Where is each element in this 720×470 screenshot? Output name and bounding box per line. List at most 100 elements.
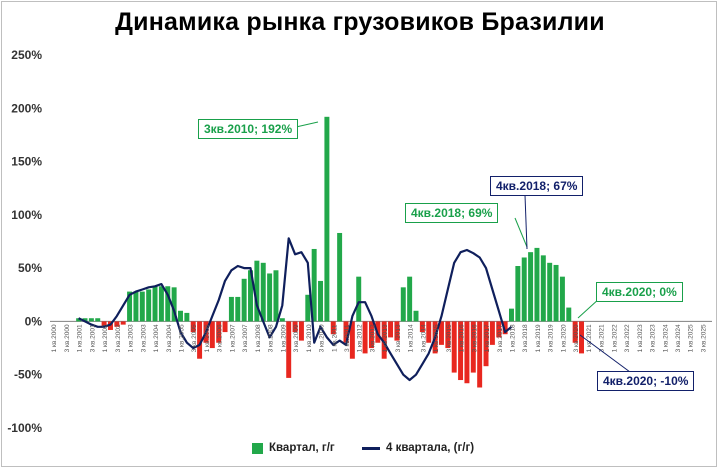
bar-quarter-yoy [534,247,540,322]
bar-quarter-yoy [553,264,559,322]
bar-quarter-yoy [477,321,483,388]
x-tick-label: 3 кв.2000 [64,324,71,352]
bar-quarter-yoy [559,276,565,322]
bar-quarter-yoy [521,257,527,322]
bar-quarter-yoy [95,318,101,322]
x-tick-label: 1 кв.2018 [509,324,516,352]
chart-title: Динамика рынка грузовиков Бразилии [115,8,605,36]
x-tick-label: 3 кв.2015 [446,324,453,352]
bar-quarter-yoy [540,255,546,322]
x-tick-label: 1 кв.2010 [306,324,313,352]
bar-quarter-yoy [184,312,190,322]
x-tick-label: 3 кв.2008 [268,324,275,352]
bar-quarter-yoy [458,321,464,381]
bar-quarter-yoy [515,266,521,322]
bar-quarter-yoy [171,287,177,322]
y-tick-label: -50% [14,368,42,382]
bar-quarter-yoy [248,270,253,322]
legend-item-line: 4 квартала, (г/г) [362,442,474,454]
x-tick-label: 1 кв.2007 [229,324,236,352]
x-tick-label: 1 кв.2004 [153,324,160,352]
bar-quarter-yoy [197,321,203,359]
bar-quarter-yoy [114,321,120,327]
x-tick-label: 3 кв.2002 [115,324,122,352]
bar-quarter-yoy [438,321,444,345]
y-tick-label: 100% [11,208,42,222]
x-tick-label: 3 кв.2001 [89,324,96,352]
bar-quarter-yoy [337,232,343,322]
x-tick-label: 1 кв.2008 [255,324,262,352]
x-tick-label: 3 кв.2013 [395,324,402,352]
bar-quarter-yoy [292,321,298,333]
bar-quarter-yoy [273,270,279,322]
bar-quarter-yoy [190,321,196,333]
bar-quarter-yoy [419,321,425,333]
legend-item-bars: Квартал, г/г [252,442,335,454]
bar-quarter-yoy [152,286,158,322]
bar-quarter-yoy [470,321,476,373]
x-tick-label: 3 кв.2022 [624,324,631,352]
x-tick-label: 1 кв.2005 [178,324,185,352]
bar-quarter-yoy [381,321,387,359]
x-tick-label: 3 кв.2005 [191,324,198,352]
x-tick-label: 3 кв.2009 [293,324,300,352]
leader-peak-2010 [295,121,319,128]
bar-quarter-yoy [349,321,355,359]
x-tick-label: 3 кв.2025 [700,324,707,352]
x-tick-label: 3 кв.2016 [471,324,478,352]
bar-quarter-yoy [101,321,107,327]
bar-quarter-yoy [76,318,82,322]
y-tick-label: 150% [11,155,42,169]
x-tick-label: 1 кв.2021 [586,324,593,352]
bar-quarter-yoy [254,260,260,322]
bar-quarter-yoy [235,296,241,322]
x-tick-label: 3 кв.2004 [166,324,173,352]
bar-quarter-yoy [216,321,222,343]
bar-quarter-yoy [241,278,247,322]
bar-quarter-yoy [311,248,317,322]
bar-quarter-yoy [528,252,534,322]
chart-legend: Квартал, г/г 4 квартала, (г/г) [0,442,720,462]
x-tick-label: 1 кв.2015 [433,324,440,352]
bar-quarter-yoy [165,286,171,322]
bar-quarter-yoy [572,321,578,343]
x-tick-label: 1 кв.2014 [408,324,415,352]
x-tick-label: 1 кв.2020 [560,324,567,352]
x-tick-label: 1 кв.2019 [535,324,542,352]
bar-quarter-yoy [407,276,413,322]
line-4-quarters-yoy [78,237,513,382]
bar-quarter-yoy [483,321,489,367]
callout-bar-q4-2018: 4кв.2018; 69% [405,203,499,223]
bar-quarter-yoy [178,310,183,322]
x-tick-label: 3 кв.2010 [319,324,326,352]
x-tick-label: 1 кв.2000 [51,324,58,352]
y-tick-label: -100% [7,421,42,435]
bar-quarter-yoy [133,291,139,322]
bar-quarter-yoy [388,321,394,338]
bar-quarter-yoy [547,262,553,322]
y-tick-label: 250% [11,48,42,62]
x-tick-label: 3 кв.2017 [497,324,504,352]
bar-quarter-yoy [279,318,285,322]
x-tick-label: 1 кв.2011 [331,324,338,352]
y-tick-label: 50% [18,261,42,275]
bar-quarter-yoy [286,321,292,378]
bar-quarter-yoy [209,321,215,349]
x-tick-label: 1 кв.2022 [611,324,618,352]
bar-quarter-yoy [394,321,400,341]
legend-swatch-bars [252,442,263,454]
bar-quarter-yoy [400,287,406,322]
bar-quarter-yoy [324,116,330,322]
x-tick-label: 1 кв.2016 [459,324,466,352]
bar-quarter-yoy [139,291,145,322]
x-tick-label: 3 кв.2006 [217,324,224,352]
bar-quarter-yoy [318,280,324,322]
legend-swatch-line [362,446,380,450]
x-tick-label: 1 кв.2003 [128,324,135,352]
bar-quarter-yoy [343,321,349,343]
bar-quarter-yoy [127,291,133,322]
legend-label-bars: Квартал, г/г [269,442,335,454]
bar-quarter-yoy [445,321,451,349]
bar-quarter-yoy [502,321,508,335]
